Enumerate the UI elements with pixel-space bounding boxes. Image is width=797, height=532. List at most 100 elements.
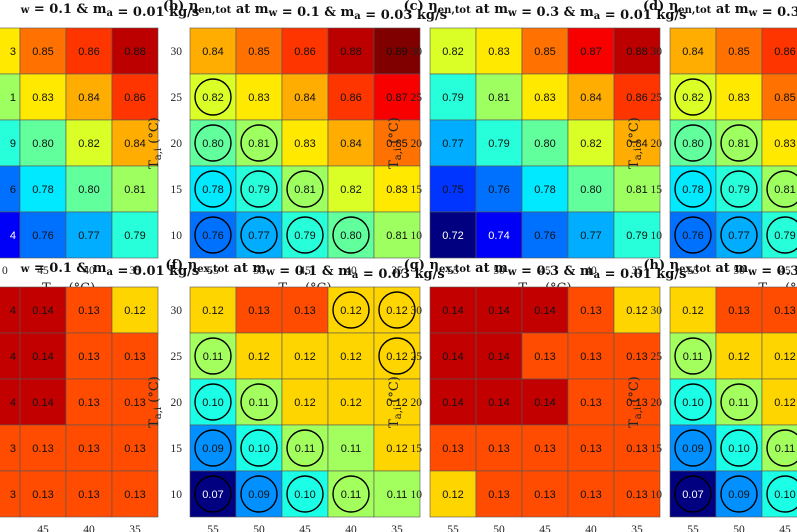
cell-value-label: 4 xyxy=(10,397,16,409)
y-tick-label: 25 xyxy=(411,351,423,363)
panel-title: w = 0.1 & ma = 0.01 kg/s xyxy=(20,2,200,20)
heatmap-cell xyxy=(761,470,797,518)
cell-value-label: 0.85 xyxy=(774,92,795,104)
cell-value-label: 0.84 xyxy=(202,46,223,58)
heatmap-cell xyxy=(235,286,283,334)
heatmap-cell xyxy=(567,286,615,334)
cell-value-label: 0.11 xyxy=(683,351,704,363)
heatmap-cell xyxy=(429,378,477,426)
heatmap-cell xyxy=(761,424,797,472)
y-tick-label: 30 xyxy=(171,46,183,58)
cell-value-label: 0.87 xyxy=(580,46,601,58)
panel-title: (c) ηen,tot at mw = 0.3 & ma = 0.01 kg/s xyxy=(404,0,687,23)
x-tick-label: 50 xyxy=(253,524,265,532)
cell-value-label: 0.83 xyxy=(32,92,53,104)
cell-value-label: 0.80 xyxy=(534,138,555,150)
cell-value-label: 0.14 xyxy=(488,397,509,409)
cell-value-label: 0.12 xyxy=(774,351,795,363)
cell-value-label: 0.86 xyxy=(626,92,647,104)
heatmap-cell xyxy=(189,470,237,518)
cell-value-label: 0.85 xyxy=(32,46,53,58)
cell-highlight-circle xyxy=(674,429,712,467)
cell-highlight-circle xyxy=(720,429,758,467)
heatmap-cell xyxy=(761,286,797,334)
heatmap-cell xyxy=(567,73,615,121)
y-tick-label: 25 xyxy=(171,92,183,104)
heatmap-cell xyxy=(475,165,523,213)
cell-value-label: 0.13 xyxy=(580,489,601,501)
cell-value-label: 3 xyxy=(10,46,16,58)
heatmap-cell xyxy=(429,332,477,380)
y-tick-label: 10 xyxy=(171,230,183,242)
x-tick-label: 45 xyxy=(539,524,551,532)
x-tick-label: 50 xyxy=(733,524,745,532)
cell-value-label: 0.77 xyxy=(442,138,463,150)
heatmap-panel-0: w = 0.1 & ma = 0.01 kg/s 3 0.85 0.86 0.88 1 0.… xyxy=(0,2,199,298)
cell-highlight-circle xyxy=(194,429,232,467)
cell-value-label: 0.13 xyxy=(580,443,601,455)
heatmap-cell xyxy=(567,211,615,259)
heatmap-cell xyxy=(65,470,113,518)
cell-value-label: 0.11 xyxy=(295,443,316,455)
heatmap-cell xyxy=(761,119,797,167)
cell-highlight-circle xyxy=(720,383,758,421)
heatmap-cell xyxy=(327,165,375,213)
heatmap-cell xyxy=(761,211,797,259)
y-tick-label: 10 xyxy=(411,489,423,501)
heatmap-cell xyxy=(235,119,283,167)
cell-value-label: 0.10 xyxy=(294,489,315,501)
y-tick-label: 30 xyxy=(651,46,663,58)
cell-value-label: 0.12 xyxy=(340,351,361,363)
x-tick-label: 35 xyxy=(391,265,403,277)
y-tick-label: 25 xyxy=(651,92,663,104)
y-tick-label: 30 xyxy=(411,46,423,58)
cell-highlight-circle xyxy=(766,429,797,467)
cell-value-label: 0.86 xyxy=(340,92,361,104)
cell-highlight-circle xyxy=(332,216,370,254)
cell-value-label: 0.12 xyxy=(294,351,315,363)
heatmap-cell xyxy=(429,73,477,121)
y-axis-label: Ta,i (°C) xyxy=(387,376,404,428)
heatmap-cell xyxy=(715,378,763,426)
heatmap-cell xyxy=(373,332,421,380)
heatmap-cell xyxy=(327,211,375,259)
cell-value-label: 0.84 xyxy=(294,92,315,104)
y-axis-label: Ta,i (°C) xyxy=(147,117,164,169)
cell-value-label: 0.81 xyxy=(774,184,795,196)
cell-value-label: 0.77 xyxy=(248,230,269,242)
cell-value-label: 0.76 xyxy=(488,184,509,196)
cell-value-label: 0.14 xyxy=(534,305,555,317)
x-tick-label: 45 xyxy=(779,265,791,277)
x-tick-label: 40 xyxy=(345,265,357,277)
y-axis-label: Ta,i (°C) xyxy=(147,376,164,428)
cell-value-label: 0.72 xyxy=(442,230,463,242)
x-tick-label: 45 xyxy=(37,265,49,277)
heatmap-cell xyxy=(567,119,615,167)
heatmap-cell xyxy=(327,424,375,472)
heatmap-cell xyxy=(475,286,523,334)
heatmap-cell xyxy=(235,73,283,121)
cell-value-label: 0.81 xyxy=(124,184,145,196)
heatmap-cell xyxy=(189,332,237,380)
cell-value-label: 0.85 xyxy=(534,46,555,58)
cell-value-label: 0.13 xyxy=(580,351,601,363)
cell-value-label: 0.13 xyxy=(248,305,269,317)
x-tick-label: 0 xyxy=(2,265,8,277)
heatmap-cell xyxy=(111,470,159,518)
cell-value-label: 0.12 xyxy=(248,351,269,363)
cell-value-label: 0.89 xyxy=(386,46,407,58)
x-tick-label: 35 xyxy=(631,265,643,277)
heatmap-cell xyxy=(19,286,67,334)
cell-value-label: 0.13 xyxy=(124,489,145,501)
cell-value-label: 0.88 xyxy=(340,46,361,58)
cell-value-label: 0.13 xyxy=(442,443,463,455)
heatmap-cell xyxy=(669,27,717,75)
heatmap-cell xyxy=(19,470,67,518)
cell-value-label: 0.79 xyxy=(124,230,145,242)
cell-value-label: 0.74 xyxy=(488,230,509,242)
x-tick-label: 40 xyxy=(585,524,597,532)
cell-value-label: 3 xyxy=(10,443,16,455)
cell-value-label: 0.11 xyxy=(387,489,408,501)
cell-value-label: 0.88 xyxy=(124,46,145,58)
cell-value-label: 0.12 xyxy=(340,305,361,317)
